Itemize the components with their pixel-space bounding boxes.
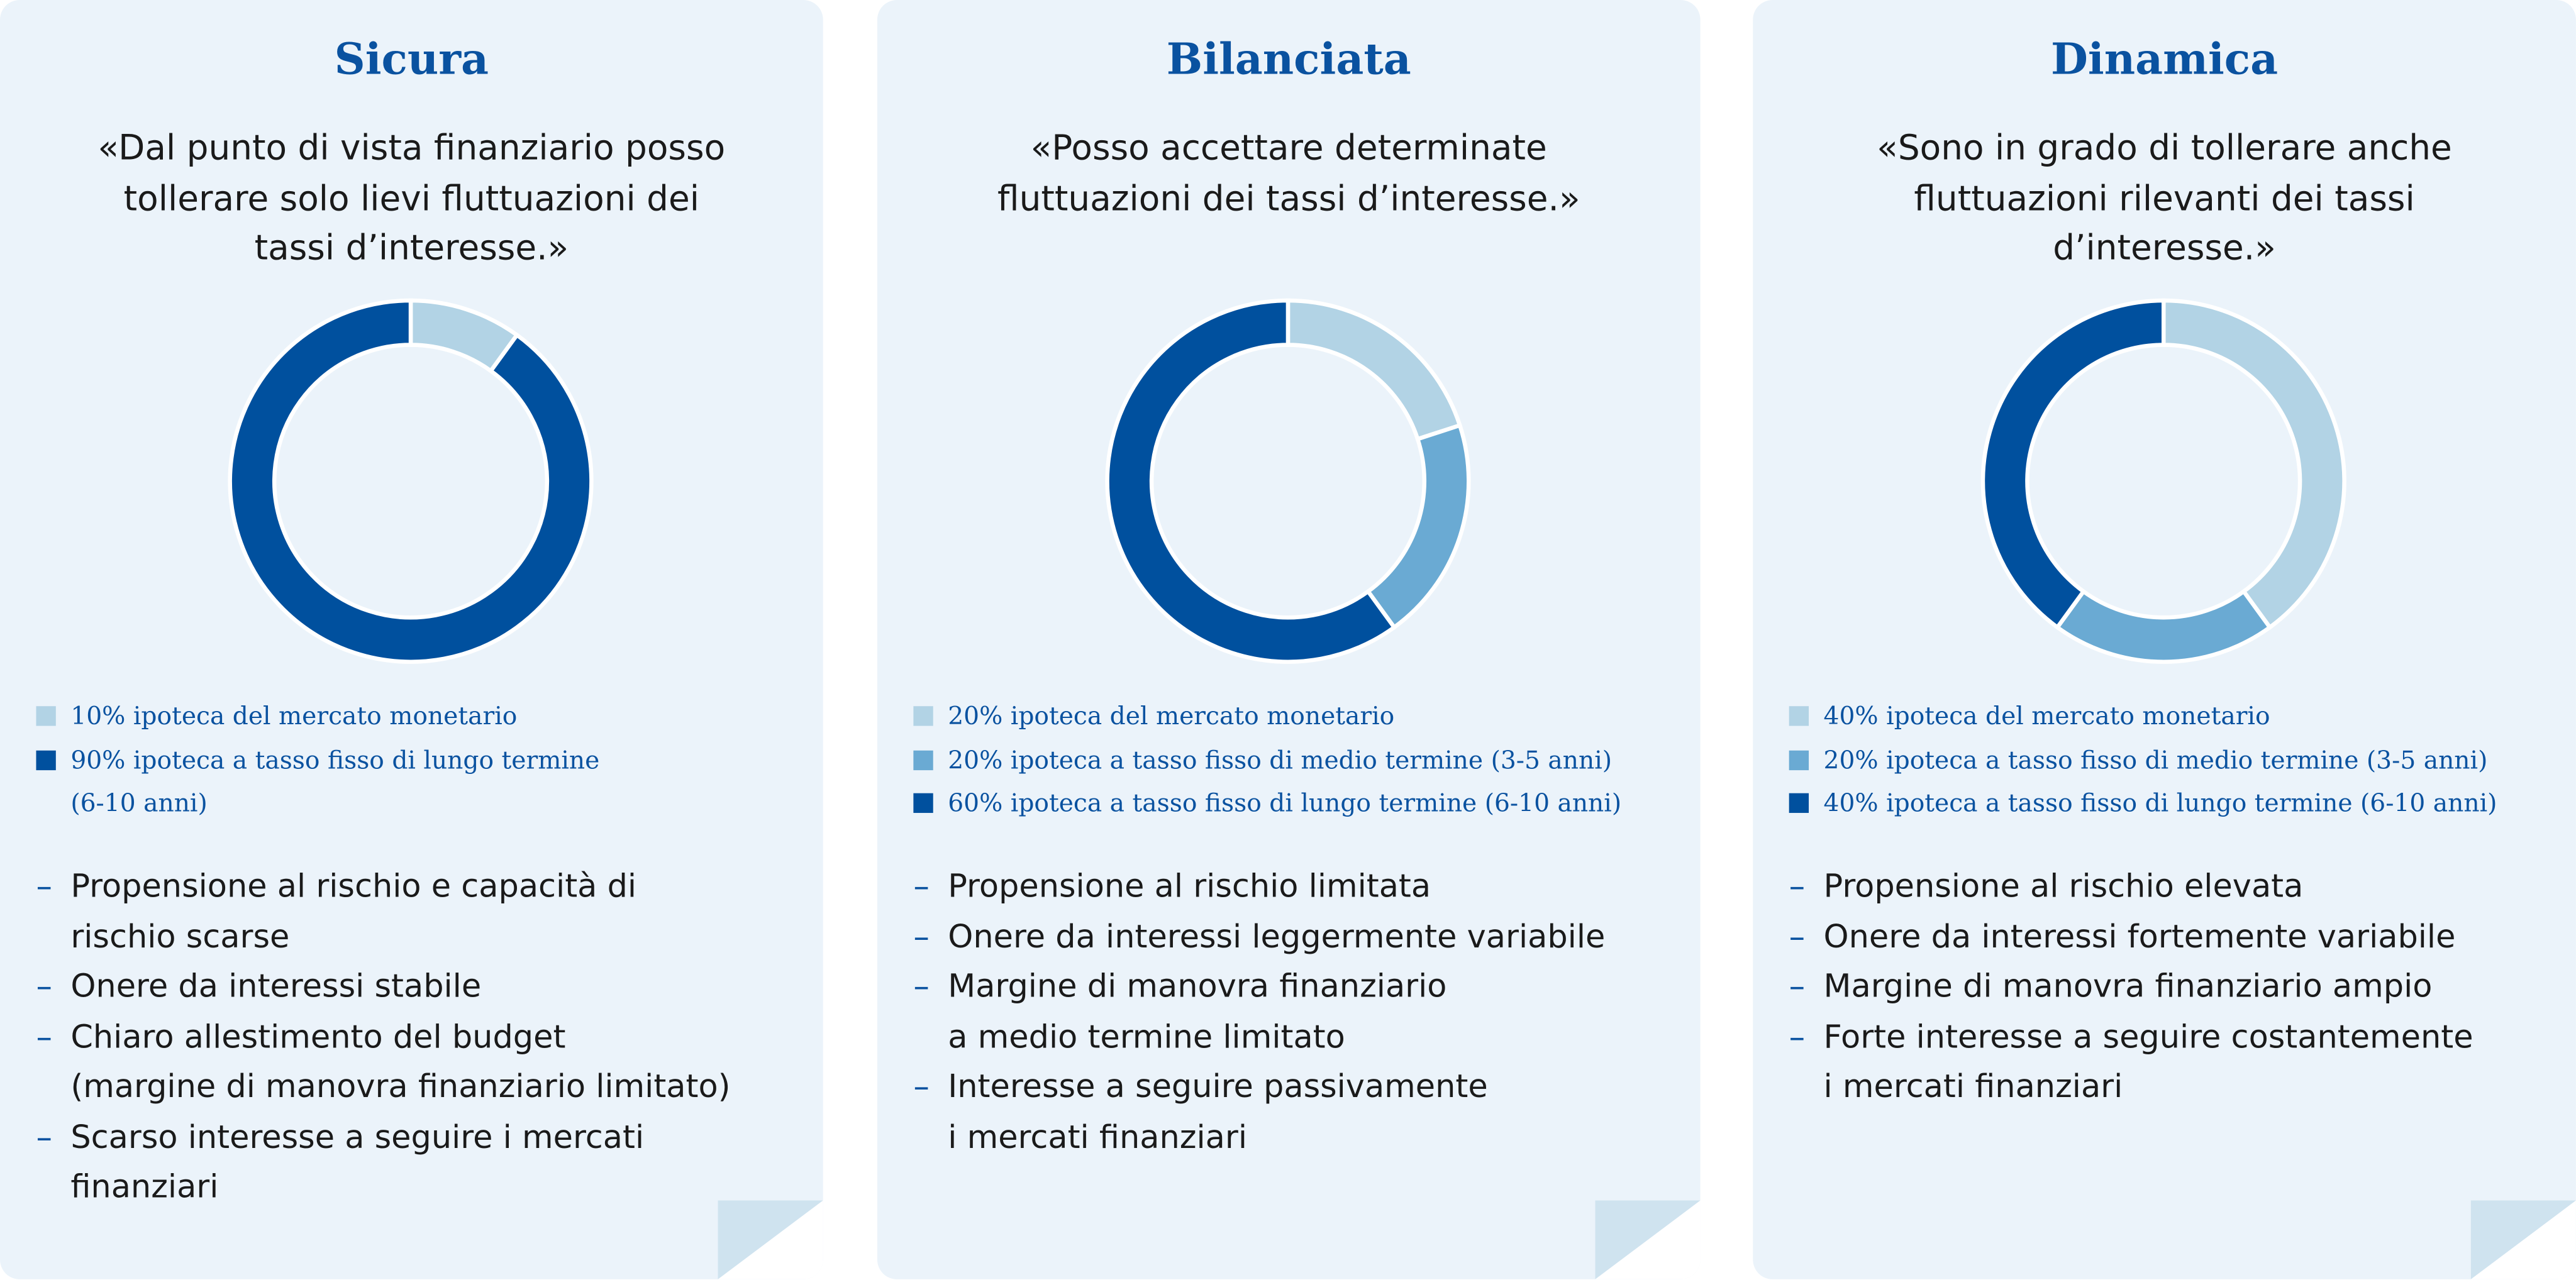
legend-entry: 60% ipoteca a tasso fisso di lungo termi…	[913, 781, 1685, 825]
legend-entry: 10% ipoteca del mercato monetario	[36, 695, 808, 738]
bullet-item: Margine di manovra finanziario ampio	[1789, 963, 2562, 1013]
bullet-item: Onere da interessi leggermente variabile	[913, 912, 1685, 963]
bullet-item: Forte interesse a seguire costantemente …	[1789, 1012, 2562, 1112]
legend-swatch	[1789, 706, 1809, 726]
legend-entry: 40% ipoteca del mercato monetario	[1789, 695, 2562, 738]
bullet-item: Chiaro allestimento del budget (margine …	[36, 1012, 808, 1112]
donut-slice	[1105, 298, 1397, 664]
legend-swatch	[1789, 793, 1809, 814]
legend: 10% ipoteca del mercato monetario 90% ipo…	[36, 695, 808, 825]
card-title: Dinamica	[2051, 36, 2279, 86]
donut-chart	[1105, 298, 1471, 664]
bullet-item: Propensione al rischio limitata	[913, 862, 1685, 912]
legend-label: 10% ipoteca del mercato monetario	[70, 701, 518, 731]
quote: «Dal punto di vista finanziario posso to…	[97, 128, 726, 268]
legend: 20% ipoteca del mercato monetario 20% ipo…	[913, 695, 1685, 825]
profile-card: Dinamica «Sono in grado di tollerare anch…	[1753, 0, 2576, 1279]
legend-label: 60% ipoteca a tasso fisso di lungo termi…	[948, 788, 1622, 818]
donut-slice	[228, 298, 594, 664]
legend-swatch	[913, 706, 933, 726]
card-title: Sicura	[334, 36, 489, 86]
legend-label: 90% ipoteca a tasso fisso di lungo termi…	[70, 744, 600, 818]
bullet-item: Interesse a seguire passivamente i merca…	[913, 1062, 1685, 1162]
fold-cut	[718, 1200, 823, 1279]
legend-swatch	[1789, 749, 1809, 770]
donut-chart	[1980, 298, 2346, 664]
legend-swatch	[36, 749, 56, 770]
folded-corner	[1595, 1200, 1701, 1279]
legend-swatch	[913, 793, 933, 814]
legend: 40% ipoteca del mercato monetario 20% ipo…	[1789, 695, 2562, 825]
bullet-item: Margine di manovra finanziario a medio t…	[913, 963, 1685, 1062]
bullet-list: Propensione al rischio e capacità di ris…	[36, 862, 808, 1213]
legend-entry: 20% ipoteca a tasso fisso di medio termi…	[913, 738, 1685, 781]
bullet-item: Onere da interessi fortemente variabile	[1789, 912, 2562, 963]
bullet-item: Scarso interesse a seguire i mercati fin…	[36, 1113, 808, 1213]
bullet-item: Propensione al rischio e capacità di ris…	[36, 862, 808, 962]
bullet-item: Onere da interessi stabile	[36, 963, 808, 1013]
profile-card: Bilanciata «Posso accettare determinate f…	[877, 0, 1701, 1279]
bullet-item: Propensione al rischio elevata	[1789, 862, 2562, 912]
folded-corner	[718, 1200, 823, 1279]
legend-entry: 20% ipoteca a tasso fisso di medio termi…	[1789, 738, 2562, 781]
legend-entry: 20% ipoteca del mercato monetario	[913, 695, 1685, 738]
bullet-list: Propensione al rischio limitataOnere da …	[913, 862, 1685, 1162]
quote: «Posso accettare determinate fluttuazion…	[997, 128, 1580, 218]
fold-cut	[1595, 1200, 1701, 1279]
legend-label: 20% ipoteca a tasso fisso di medio termi…	[948, 744, 1613, 775]
donut-slice	[2162, 298, 2346, 631]
legend-entry: 90% ipoteca a tasso fisso di lungo termi…	[36, 738, 808, 825]
donut-slice	[2054, 588, 2273, 664]
legend-label: 40% ipoteca a tasso fisso di lungo termi…	[1823, 788, 2497, 818]
legend-swatch	[913, 749, 933, 770]
profile-card: Sicura «Dal punto di vista finanziario po…	[0, 0, 823, 1279]
donut-slice	[1980, 298, 2166, 631]
legend-label: 20% ipoteca a tasso fisso di medio termi…	[1823, 744, 2488, 775]
legend-swatch	[36, 706, 56, 726]
legend-entry: 40% ipoteca a tasso fisso di lungo termi…	[1789, 781, 2562, 825]
donut-slice	[1365, 422, 1471, 631]
quote: «Sono in grado di tollerare anche fluttu…	[1877, 128, 2452, 268]
bullet-list: Propensione al rischio elevataOnere da i…	[1789, 862, 2562, 1112]
legend-label: 40% ipoteca del mercato monetario	[1823, 701, 2270, 731]
fold-cut	[2470, 1200, 2576, 1279]
donut-chart	[228, 298, 594, 664]
folded-corner	[2470, 1200, 2576, 1279]
donut-slice	[1285, 298, 1463, 442]
card-title: Bilanciata	[1166, 36, 1411, 86]
legend-label: 20% ipoteca del mercato monetario	[948, 701, 1395, 731]
